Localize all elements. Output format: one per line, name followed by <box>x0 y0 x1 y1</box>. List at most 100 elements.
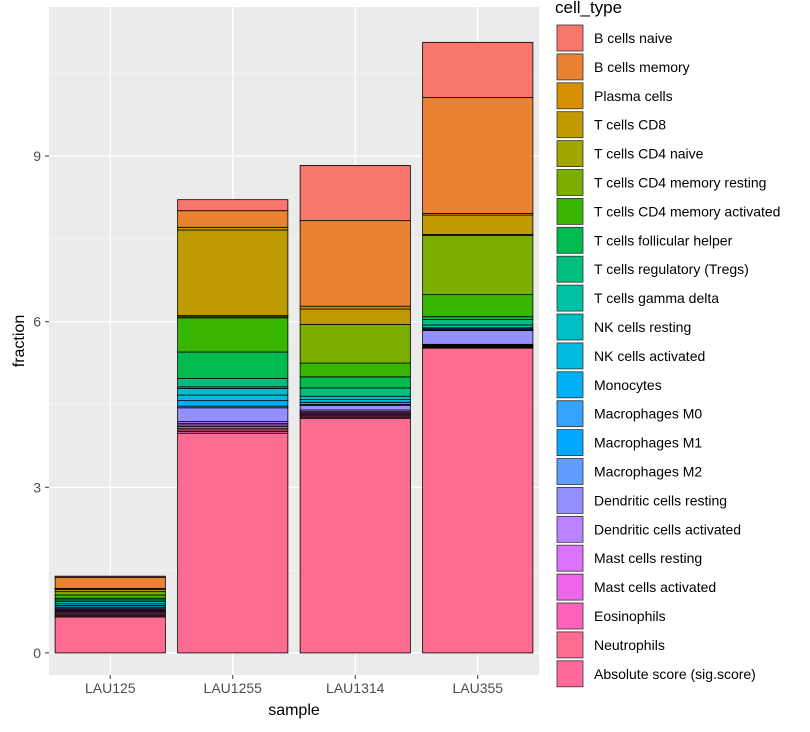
bar-segment <box>299 308 411 325</box>
y-tick-label: 3 <box>33 479 41 495</box>
legend-label: T cells CD4 memory resting <box>594 175 766 191</box>
legend-label: Macrophages M1 <box>594 435 702 451</box>
bar-segment <box>177 432 289 654</box>
legend-label: T cells CD4 naive <box>594 146 704 162</box>
legend-label: B cells memory <box>594 59 690 75</box>
legend-label: T cells follicular helper <box>594 232 733 248</box>
bar-segment <box>299 405 411 411</box>
x-axis-title: sample <box>268 702 320 719</box>
legend-key <box>556 400 584 428</box>
x-tick-label: LAU1255 <box>204 680 263 696</box>
legend-key <box>556 140 584 168</box>
bar-segment <box>422 235 534 296</box>
legend-key <box>556 111 584 139</box>
legend-key <box>556 515 584 543</box>
bar-segment <box>54 576 166 589</box>
legend-key <box>556 458 584 485</box>
legend-key <box>556 631 584 659</box>
bar-segment <box>422 324 534 329</box>
legend-key <box>556 24 584 52</box>
bar-segment <box>177 400 289 407</box>
bar-segment <box>177 388 289 396</box>
bar-segment <box>177 351 289 379</box>
legend-title: cell_type <box>555 0 622 17</box>
legend-key <box>556 371 584 399</box>
bar-segment <box>299 220 411 307</box>
legend-key <box>556 197 584 225</box>
legend-label: T cells CD8 <box>594 117 666 133</box>
x-tick-label: LAU355 <box>452 680 503 696</box>
bar-segment <box>422 319 534 326</box>
bar-segment <box>422 330 534 345</box>
y-tick-label: 6 <box>33 314 41 330</box>
legend-label: Neutrophils <box>594 637 665 653</box>
x-axis: LAU125 LAU1255 LAU1314 LAU355 <box>85 675 503 696</box>
legend-key <box>556 544 584 572</box>
y-axis: 0 3 6 9 <box>33 148 49 661</box>
bar-segment <box>177 394 289 402</box>
bar-segment <box>177 407 289 423</box>
bar-segment <box>422 97 534 214</box>
legend-label: Macrophages M2 <box>594 464 702 480</box>
y-tick-label: 9 <box>33 148 41 164</box>
legend-label: NK cells resting <box>594 319 691 335</box>
legend-label: T cells CD4 memory activated <box>594 203 780 219</box>
legend-key <box>556 284 584 312</box>
legend-key <box>556 313 584 341</box>
legend-label: Macrophages M0 <box>594 406 702 422</box>
bar-segment <box>299 165 411 222</box>
bar-segment <box>422 41 534 98</box>
legend-key <box>556 53 584 81</box>
bar-segment <box>422 294 534 318</box>
bar-segment <box>299 387 411 397</box>
bars-group <box>54 41 534 654</box>
bar-segment <box>299 305 411 310</box>
x-tick-label: LAU1314 <box>326 680 385 696</box>
bar-segment <box>177 199 289 212</box>
legend-label: Absolute score (sig.score) <box>594 666 756 682</box>
y-axis-title: fraction <box>11 315 28 367</box>
bar-segment <box>299 399 411 403</box>
legend-label: NK cells activated <box>594 348 705 364</box>
bar-segment <box>422 347 534 654</box>
bar-segment <box>177 226 289 231</box>
legend-key <box>556 660 584 688</box>
bar-segment <box>299 362 411 378</box>
bar-segment <box>54 591 166 596</box>
x-tick-label: LAU125 <box>85 680 136 696</box>
bar-segment <box>177 210 289 228</box>
legend-key <box>556 429 584 457</box>
legend-key <box>556 255 584 283</box>
bar-segment <box>54 616 166 654</box>
bar-segment <box>177 229 289 317</box>
legend-label: Dendritic cells resting <box>594 492 727 508</box>
legend-key <box>556 226 584 254</box>
bar-segment <box>299 395 411 400</box>
bar-segment <box>177 317 289 353</box>
legend: B cells naive B cells memory Plasma cells T… <box>556 24 780 688</box>
bar-segment <box>54 575 166 578</box>
legend-key <box>556 486 584 514</box>
legend-key <box>556 82 584 110</box>
bar-segment <box>177 378 289 388</box>
legend-label: Mast cells activated <box>594 579 716 595</box>
legend-label: Dendritic cells activated <box>594 521 741 537</box>
bar-segment <box>299 376 411 389</box>
bar-segment <box>299 324 411 364</box>
bar-segment <box>422 214 534 235</box>
legend-label: Mast cells resting <box>594 550 702 566</box>
legend-label: T cells gamma delta <box>594 290 719 306</box>
legend-label: B cells naive <box>594 30 673 46</box>
legend-label: Plasma cells <box>594 88 673 104</box>
legend-key <box>556 169 584 196</box>
legend-key <box>556 602 584 630</box>
bar-segment <box>299 417 411 654</box>
legend-label: Eosinophils <box>594 608 666 624</box>
bar-segment <box>422 316 534 320</box>
bar-segment <box>54 594 166 599</box>
legend-key <box>556 342 584 370</box>
legend-key <box>556 573 584 601</box>
y-tick-label: 0 <box>33 645 41 661</box>
